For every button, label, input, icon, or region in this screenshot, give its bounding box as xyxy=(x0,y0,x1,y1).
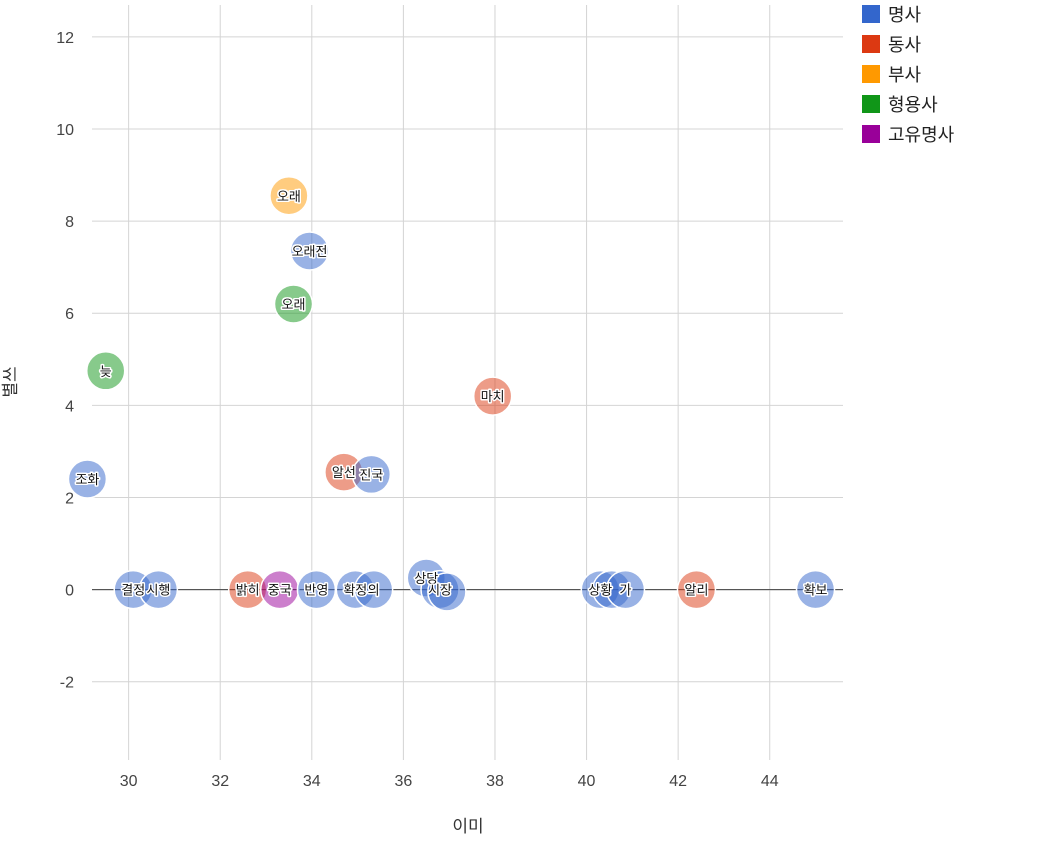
y-tick-label: -2 xyxy=(60,675,74,692)
data-point-label: 확보 xyxy=(804,583,828,598)
data-point-label: 늦 xyxy=(100,364,112,379)
x-tick-label: 42 xyxy=(669,773,687,790)
data-point[interactable] xyxy=(273,284,314,324)
data-point-label: 확정 xyxy=(343,583,367,598)
data-point[interactable] xyxy=(296,569,337,610)
data-point-label: 의 xyxy=(368,583,380,598)
y-tick-label: 12 xyxy=(56,30,74,47)
data-point[interactable] xyxy=(67,459,108,499)
data-point-label: 밝히 xyxy=(236,583,260,598)
data-point-label: 오래전 xyxy=(292,244,328,259)
x-tick-label: 32 xyxy=(211,773,229,790)
data-point[interactable] xyxy=(353,569,394,610)
data-point[interactable] xyxy=(427,572,467,612)
data-point-label: 오래 xyxy=(282,297,306,312)
grid xyxy=(92,5,843,760)
data-point-label: 가 xyxy=(620,583,632,598)
data-point[interactable] xyxy=(472,376,513,416)
x-axis-title: 이미 xyxy=(452,817,483,836)
data-point[interactable] xyxy=(351,454,392,495)
data-point-label: 알선 xyxy=(332,465,356,480)
data-point-label: 시행 xyxy=(146,583,170,598)
y-tick-label: 0 xyxy=(65,583,74,600)
legend-swatch xyxy=(862,5,880,23)
legend-label: 고유명사 xyxy=(888,125,955,145)
data-point[interactable] xyxy=(269,176,309,216)
data-point[interactable] xyxy=(138,569,179,610)
legend-label: 형용사 xyxy=(888,95,938,115)
x-tick-label: 38 xyxy=(486,773,504,790)
data-point-label: 상황 xyxy=(588,583,612,598)
legend-swatch xyxy=(862,65,880,83)
data-point-label: 조화 xyxy=(75,472,99,487)
y-tick-label: 2 xyxy=(65,490,74,507)
data-point-label: 시장 xyxy=(428,583,452,598)
data-point[interactable] xyxy=(289,231,330,271)
y-axis-title: 별쓰 xyxy=(1,366,20,397)
legend-label: 명사 xyxy=(888,5,922,25)
x-tick-label: 30 xyxy=(120,773,138,790)
data-point[interactable] xyxy=(795,569,836,610)
y-tick-label: 6 xyxy=(65,306,74,323)
x-axis-ticks: 30 32 34 36 38 40 42 44 xyxy=(120,773,779,790)
legend-label: 부사 xyxy=(888,65,922,85)
legend-swatch xyxy=(862,95,880,113)
data-point[interactable] xyxy=(605,569,646,610)
y-axis-ticks: -2 0 2 4 6 8 10 12 xyxy=(56,30,74,692)
x-tick-label: 44 xyxy=(761,773,779,790)
data-point[interactable] xyxy=(85,351,126,391)
data-point[interactable] xyxy=(676,569,717,610)
data-point-label: 오래 xyxy=(277,189,301,204)
legend-label: 동사 xyxy=(888,35,922,55)
data-point-label: 결정 xyxy=(121,583,145,598)
data-point-label: 상당 xyxy=(414,571,438,586)
data-point-label: 알리 xyxy=(685,583,709,598)
x-tick-label: 34 xyxy=(303,773,321,790)
x-tick-label: 36 xyxy=(394,773,412,790)
y-tick-label: 10 xyxy=(56,122,74,139)
data-point-label: 반영 xyxy=(304,583,328,598)
legend-swatch xyxy=(862,125,880,143)
y-tick-label: 4 xyxy=(65,398,74,415)
data-point-label: 마치 xyxy=(481,389,505,404)
x-tick-label: 40 xyxy=(578,773,596,790)
y-tick-label: 8 xyxy=(65,214,74,231)
data-point-label: 진국 xyxy=(359,467,383,482)
data-point-label: 중국 xyxy=(268,583,292,598)
legend-swatch xyxy=(862,35,880,53)
